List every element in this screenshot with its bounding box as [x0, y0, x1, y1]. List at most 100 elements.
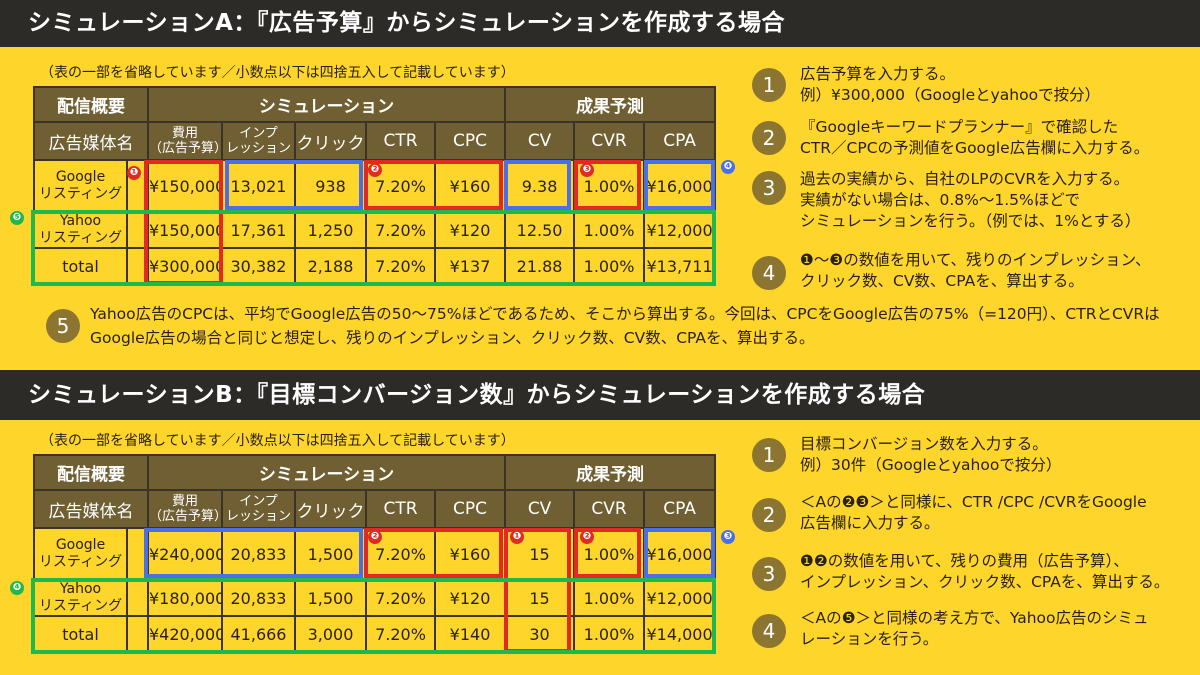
simulation-b-table: 配信概要 シミュレーション 成果予測 広告媒体名 費用 （広告予算） インプ レ…: [33, 454, 717, 654]
cell-cv: 15: [504, 579, 576, 617]
header-cost: 費用 （広告予算）: [147, 121, 223, 161]
table-row: Google リスティング ¥240,000 20,833 1,500 7.20…: [33, 527, 717, 581]
header-cv: CV: [504, 489, 576, 529]
cell-impressions: 30,382: [221, 247, 296, 286]
step-line: 目標コンバージョン数を入力する。: [800, 435, 1048, 453]
spacer-cell: [126, 527, 149, 581]
cell-clicks: 938: [294, 159, 367, 213]
step-line: ❶〜❸の数値を用いて、残りのインプレッション、: [800, 251, 1151, 269]
step-b3-text: ❶❷の数値を用いて、残りの費用（広告予算）、 インプレッション、クリック数、CP…: [800, 551, 1169, 593]
header-media-name: 広告媒体名: [33, 121, 149, 161]
badge-5: ❺: [10, 211, 24, 225]
cell-cvr: 1.00%: [573, 247, 646, 286]
cell-impressions: 41,666: [221, 615, 296, 654]
step-b1-number: 1: [752, 438, 786, 472]
cell-cost: ¥150,000: [147, 159, 223, 213]
header-impressions: インプ レッション: [221, 489, 296, 529]
cell-ctr: 7.20%: [365, 247, 436, 286]
header-ctr: CTR: [365, 121, 436, 161]
cell-cost: ¥180,000: [147, 579, 223, 617]
step-line: 実績がない場合は、0.8%〜1.5%ほどで: [800, 191, 1080, 209]
badge-2: ❷: [368, 530, 382, 544]
step-line: シミュレーションを行う。（例では、1%とする）: [800, 212, 1141, 230]
header-cpa: CPA: [643, 121, 717, 161]
header-cvr: CVR: [573, 489, 646, 529]
step-b4-text: ＜Aの❺＞と同様の考え方で、Yahoo広告のシミュ レーションを行う。: [800, 608, 1149, 650]
cell-cpc: ¥120: [433, 211, 507, 249]
step-line: Yahoo広告のCPCは、平均でGoogle広告の50〜75%ほどであるため、そ…: [90, 305, 1160, 323]
cell-cv: 30: [504, 615, 576, 654]
step-line: CTR／CPCの予測値をGoogle広告欄に入力する。: [800, 139, 1150, 157]
section-b-title: シミュレーションB：『目標コンバージョン数』からシミュレーションを作成する場合: [0, 370, 1200, 420]
cell-ctr: 7.20%: [365, 615, 436, 654]
header-simulation: シミュレーション: [146, 86, 507, 123]
badge-2: ❷: [580, 530, 594, 544]
media-total: total: [33, 615, 128, 654]
cell-clicks: 1,250: [294, 211, 367, 249]
cell-impressions: 20,833: [221, 527, 296, 581]
cell-cvr: 1.00%: [573, 579, 646, 617]
cell-impressions: 17,361: [221, 211, 296, 249]
step-line: 『Googleキーワードプランナー』で確認した: [800, 118, 1119, 136]
step-line: レーションを行う。: [800, 630, 939, 648]
badge-1: ❶: [127, 166, 141, 180]
step-line: ＜Aの❺＞と同様の考え方で、Yahoo広告のシミュ: [800, 609, 1149, 627]
step-b2-number: 2: [752, 498, 786, 532]
cell-cpa: ¥12,000: [643, 579, 717, 617]
cell-cv: 9.38: [504, 159, 576, 213]
step-a2-text: 『Googleキーワードプランナー』で確認した CTR／CPCの予測値をGoog…: [800, 117, 1149, 159]
cell-ctr: 7.20%: [365, 211, 436, 249]
badge-4: ❹: [721, 160, 735, 174]
badge-1: ❶: [510, 530, 524, 544]
step-b1-text: 目標コンバージョン数を入力する。 例）30件（Googleとyahooで按分）: [800, 434, 1061, 476]
table-row: Yahoo リスティング ¥180,000 20,833 1,500 7.20%…: [33, 579, 717, 617]
cell-cost: ¥150,000: [147, 211, 223, 249]
step-line: 広告予算を入力する。: [800, 65, 956, 83]
media-google: Google リスティング: [33, 159, 128, 213]
cell-impressions: 20,833: [221, 579, 296, 617]
cell-impressions: 13,021: [221, 159, 296, 213]
cell-cpa: ¥12,000: [643, 211, 717, 249]
cell-cpc: ¥140: [433, 615, 507, 654]
header-forecast: 成果予測: [504, 86, 717, 123]
cell-cpa: ¥13,711: [643, 247, 717, 286]
step-a3-number: 3: [752, 171, 786, 205]
step-line: ＜Aの❷❸＞と同様に、CTR /CPC /CVRをGoogle: [800, 493, 1147, 511]
step-a5-number: 5: [46, 309, 80, 343]
step-a1-number: 1: [752, 68, 786, 102]
cell-cpa: ¥16,000: [643, 159, 717, 213]
cell-cpc: ¥160: [433, 159, 507, 213]
spacer-cell: [126, 211, 149, 249]
media-google: Google リスティング: [33, 527, 128, 581]
step-line: ❶❷の数値を用いて、残りの費用（広告予算）、: [800, 552, 1129, 570]
header-clicks: クリック: [294, 121, 367, 161]
badge-2: ❷: [368, 163, 382, 177]
table-row: total ¥420,000 41,666 3,000 7.20% ¥140 3…: [33, 615, 717, 654]
step-a4-number: 4: [752, 256, 786, 290]
cell-cv: 12.50: [504, 211, 576, 249]
section-b: シミュレーションB：『目標コンバージョン数』からシミュレーションを作成する場合 …: [0, 370, 1200, 675]
cell-clicks: 3,000: [294, 615, 367, 654]
table-row: Yahoo リスティング ¥150,000 17,361 1,250 7.20%…: [33, 211, 717, 249]
header-impressions: インプ レッション: [221, 121, 296, 161]
header-ctr: CTR: [365, 489, 436, 529]
section-a: シミュレーションA：『広告予算』からシミュレーションを作成する場合 （表の一部を…: [0, 0, 1200, 347]
cell-clicks: 2,188: [294, 247, 367, 286]
header-cv: CV: [504, 121, 576, 161]
step-line: Google広告の場合と同じと想定し、残りのインプレッション、クリック数、CV数…: [90, 329, 815, 347]
step-b3-number: 3: [752, 557, 786, 591]
header-overview: 配信概要: [33, 454, 149, 491]
media-total: total: [33, 247, 128, 286]
cell-clicks: 1,500: [294, 527, 367, 581]
spacer-cell: [126, 615, 149, 654]
header-cpa: CPA: [643, 489, 717, 529]
header-clicks: クリック: [294, 489, 367, 529]
cell-cost: ¥420,000: [147, 615, 223, 654]
simulation-a-table: 配信概要 シミュレーション 成果予測 広告媒体名 費用 （広告予算） インプ レ…: [33, 86, 717, 286]
section-a-note: （表の一部を省略しています／小数点以下は四捨五入して記載しています）: [40, 65, 515, 81]
step-b4-number: 4: [752, 614, 786, 648]
step-a1-text: 広告予算を入力する。 例）¥300,000（Googleとyahooで按分）: [800, 64, 1100, 106]
cell-clicks: 1,500: [294, 579, 367, 617]
badge-4: ❹: [10, 581, 24, 595]
header-cvr: CVR: [573, 121, 646, 161]
